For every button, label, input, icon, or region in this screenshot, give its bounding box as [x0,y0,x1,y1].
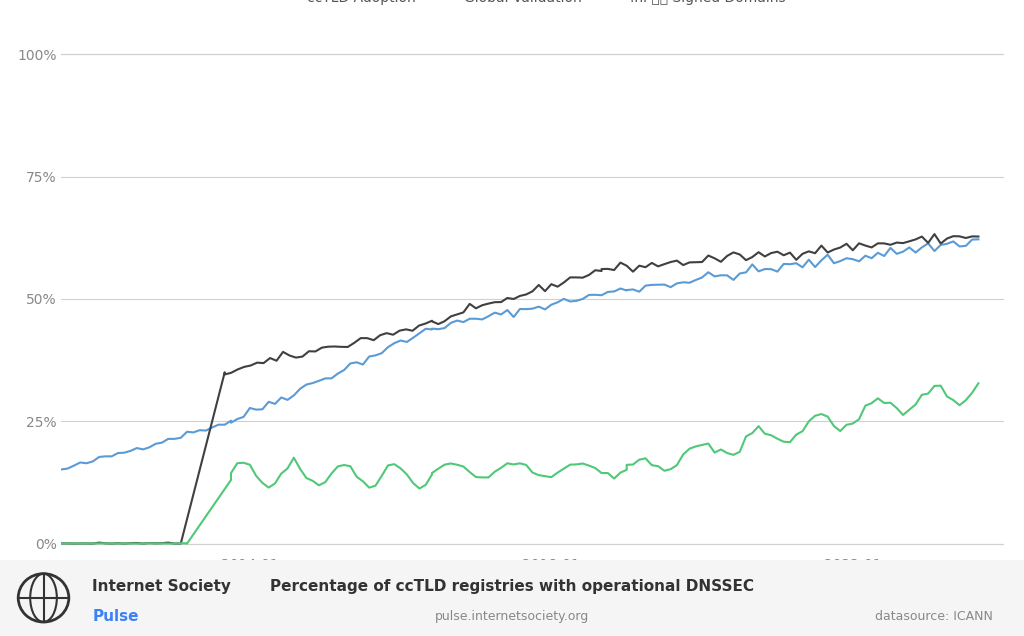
Legend: ccTLD Adoption, Global Validation, .nl 🇳🇱 Signed Domains: ccTLD Adoption, Global Validation, .nl 🇳… [273,0,792,10]
Text: datasource: ICANN: datasource: ICANN [876,611,993,623]
Text: pulse.internetsociety.org: pulse.internetsociety.org [435,611,589,623]
Text: Internet Society: Internet Society [92,579,231,594]
Text: Pulse: Pulse [92,609,138,625]
Text: Percentage of ccTLD registries with operational DNSSEC: Percentage of ccTLD registries with oper… [270,579,754,594]
